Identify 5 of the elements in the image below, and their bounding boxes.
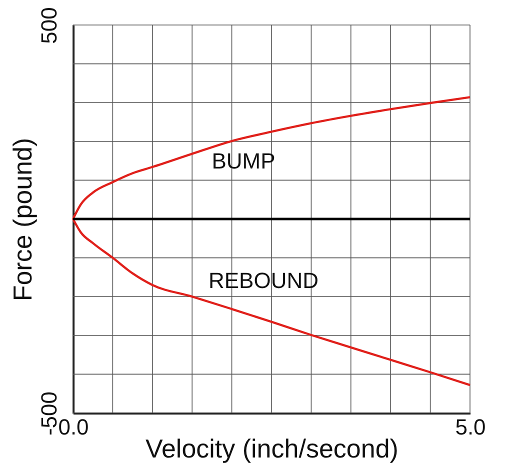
x-tick-label: 0.0 xyxy=(58,414,89,440)
x-axis-title: Velocity (inch/second) xyxy=(146,434,398,464)
y-tick-label: 500 xyxy=(36,7,62,44)
x-tick-label: 5.0 xyxy=(455,414,486,440)
y-axis-title: Force (pound) xyxy=(8,138,38,302)
